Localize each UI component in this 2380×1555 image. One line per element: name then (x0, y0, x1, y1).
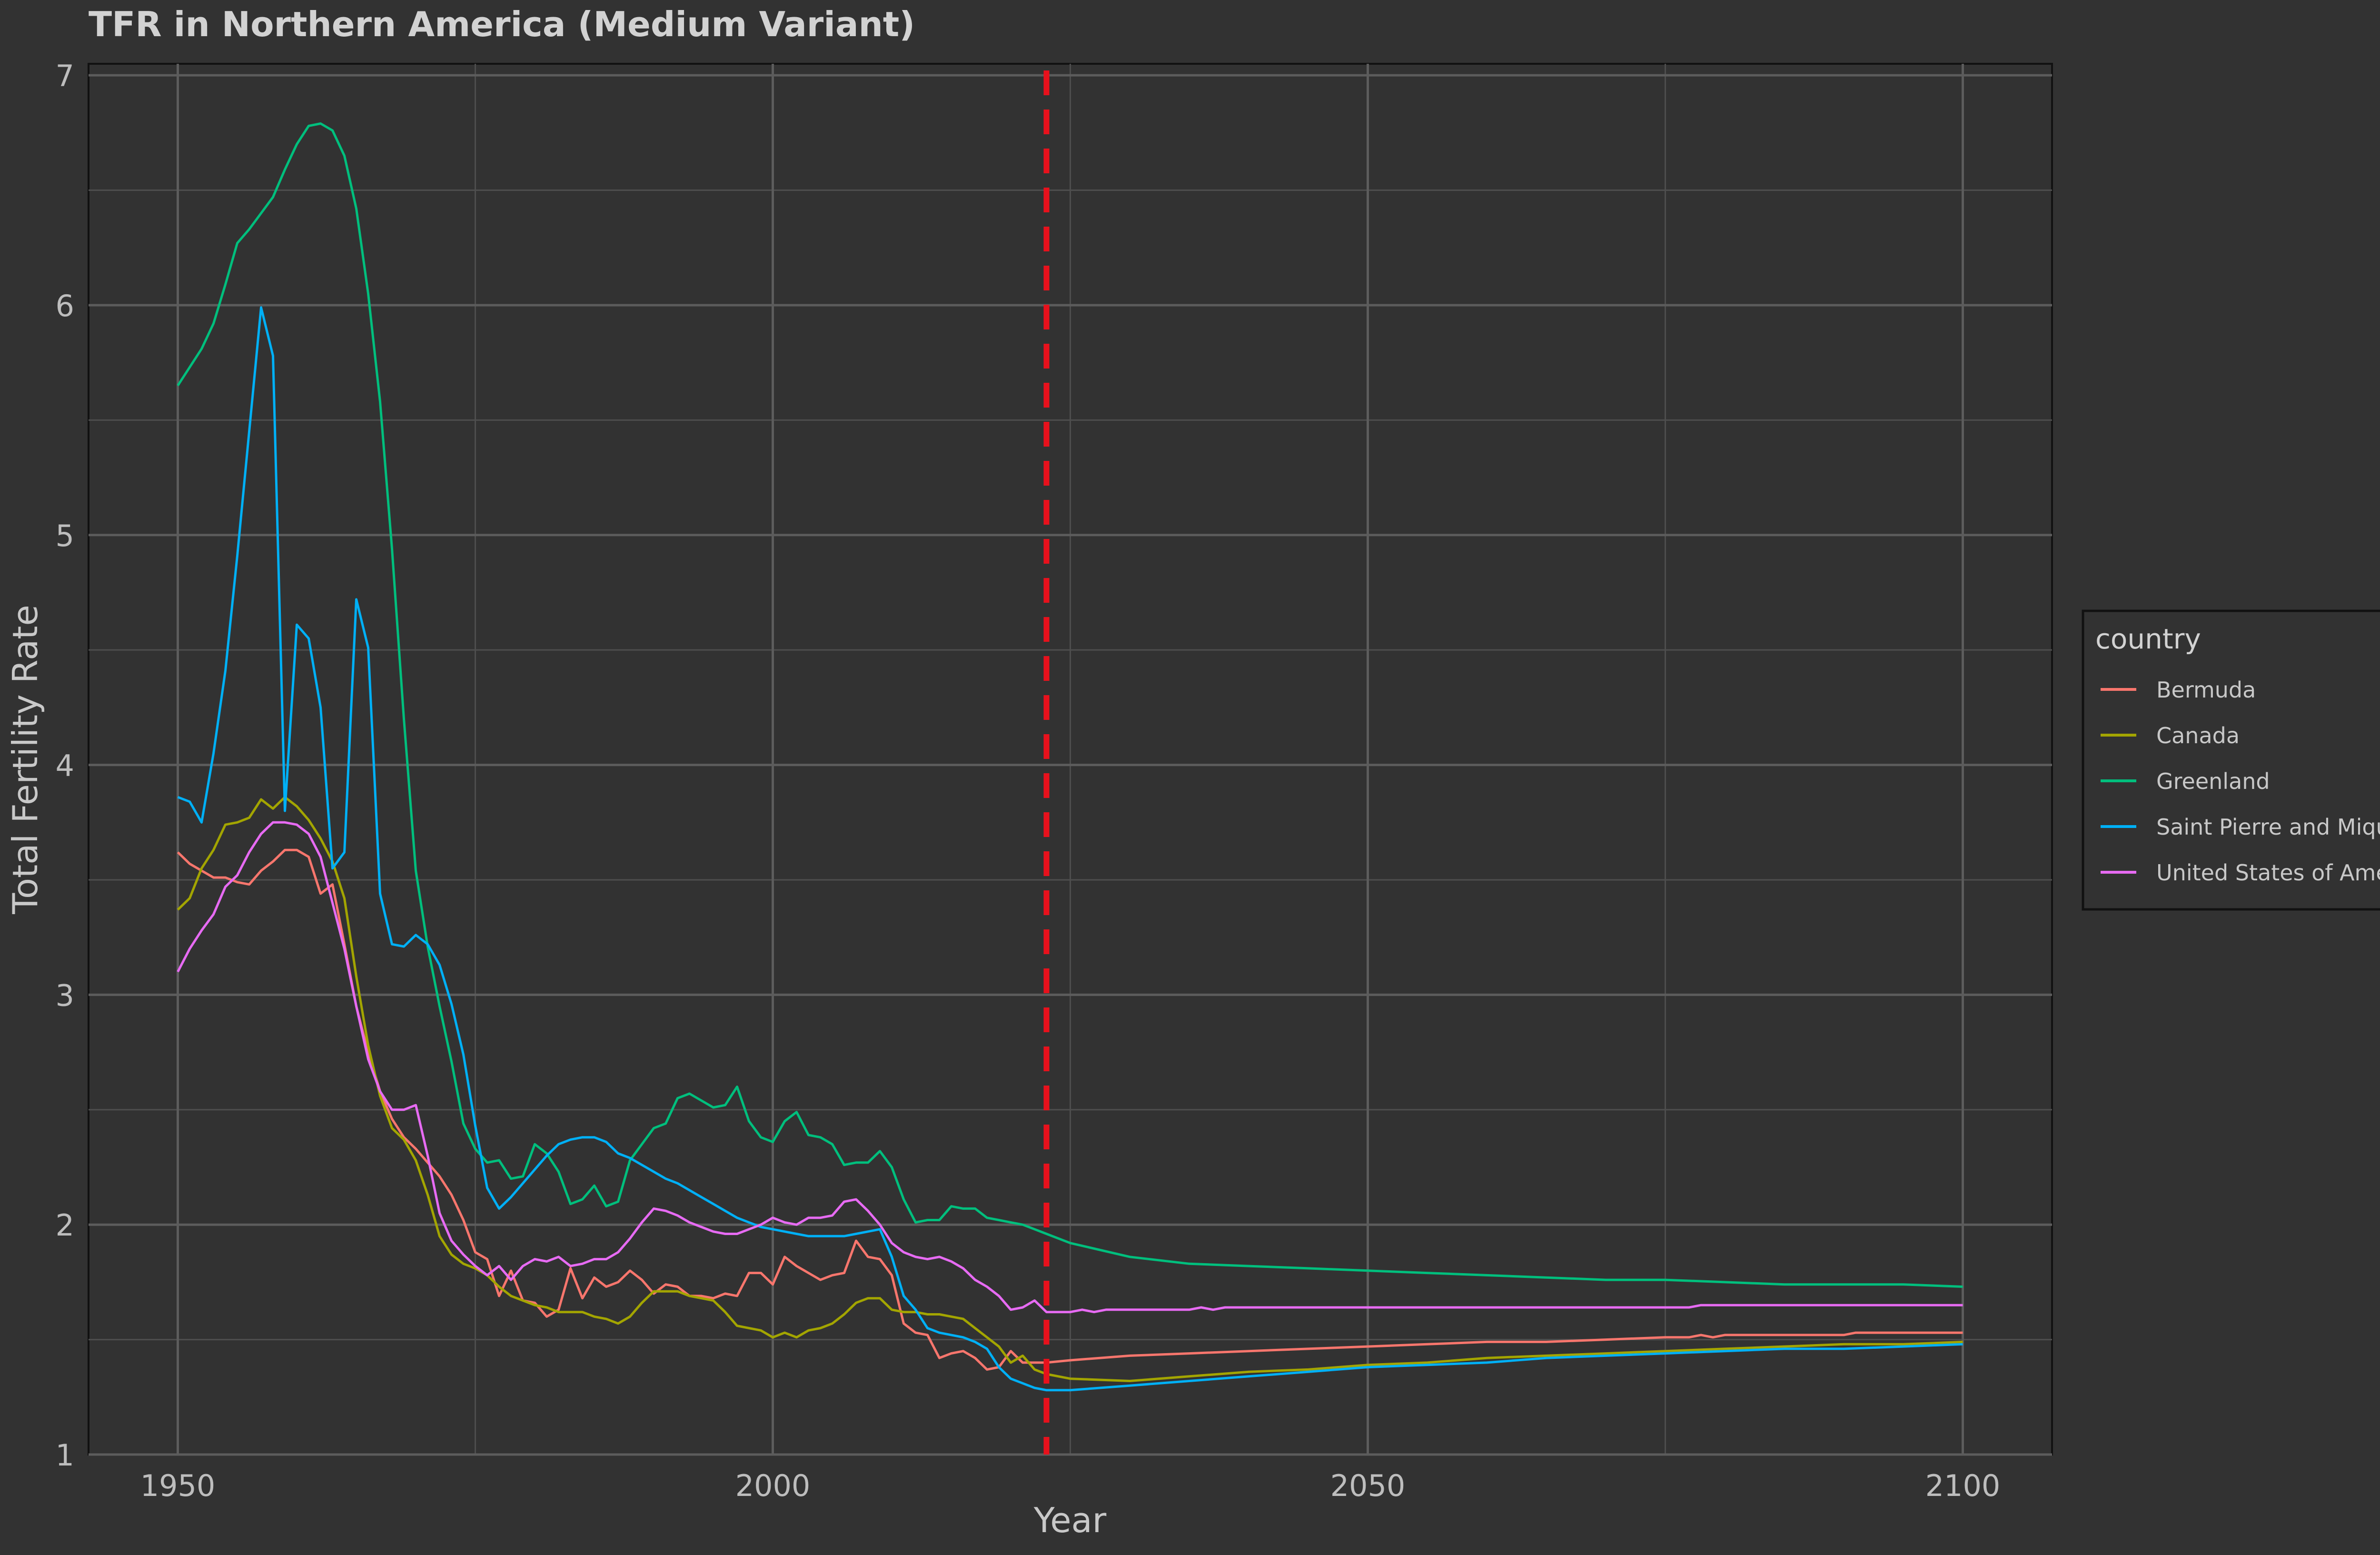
x-axis-ticks: 1950 2000 2050 2100 (140, 1468, 2001, 1503)
legend-items: Bermuda Canada Greenland Saint Pierre and M… (2101, 677, 2380, 886)
legend-title: country (2095, 623, 2201, 655)
legend: country Bermuda Canada Greenland Saint Pier… (2082, 609, 2380, 911)
legend-item: Bermuda (2101, 677, 2256, 703)
x-tick-label: 2000 (735, 1468, 811, 1503)
x-tick-label: 2100 (1925, 1468, 2001, 1503)
series-line-4 (177, 306, 1963, 1392)
y-axis-label: Total Fertility Rate (5, 605, 45, 914)
y-tick-label: 5 (56, 518, 74, 553)
y-axis-ticks: 1 2 3 4 5 6 7 (56, 59, 74, 1473)
series-layer (177, 122, 1963, 1392)
series-line-2 (177, 796, 1963, 1382)
y-tick-label: 7 (56, 59, 74, 93)
series-line-5 (177, 821, 1963, 1314)
chart-title: TFR in Northern America (Medium Variant) (89, 4, 915, 44)
grid-minor (89, 64, 2052, 1455)
legend-box (2082, 609, 2380, 911)
legend-label: Bermuda (2156, 677, 2256, 703)
y-tick-label: 3 (56, 978, 74, 1013)
legend-item: Canada (2101, 723, 2240, 748)
legend-item: Saint Pierre and Miquelon (2101, 814, 2380, 840)
y-tick-label: 2 (56, 1208, 74, 1243)
y-tick-label: 4 (56, 748, 74, 783)
legend-label: Canada (2156, 723, 2240, 748)
x-tick-label: 2050 (1330, 1468, 1406, 1503)
x-axis-label: Year (1033, 1500, 1107, 1540)
series-line-3 (177, 122, 1963, 1288)
y-tick-label: 1 (56, 1438, 74, 1473)
legend-item: United States of America (2101, 860, 2380, 886)
x-tick-label: 1950 (140, 1468, 216, 1503)
legend-label: United States of America (2156, 860, 2380, 886)
grid-major (89, 64, 2052, 1456)
legend-label: Greenland (2156, 768, 2270, 794)
legend-label: Saint Pierre and Miquelon (2156, 814, 2380, 840)
y-tick-label: 6 (56, 289, 74, 323)
legend-item: Greenland (2101, 768, 2270, 794)
